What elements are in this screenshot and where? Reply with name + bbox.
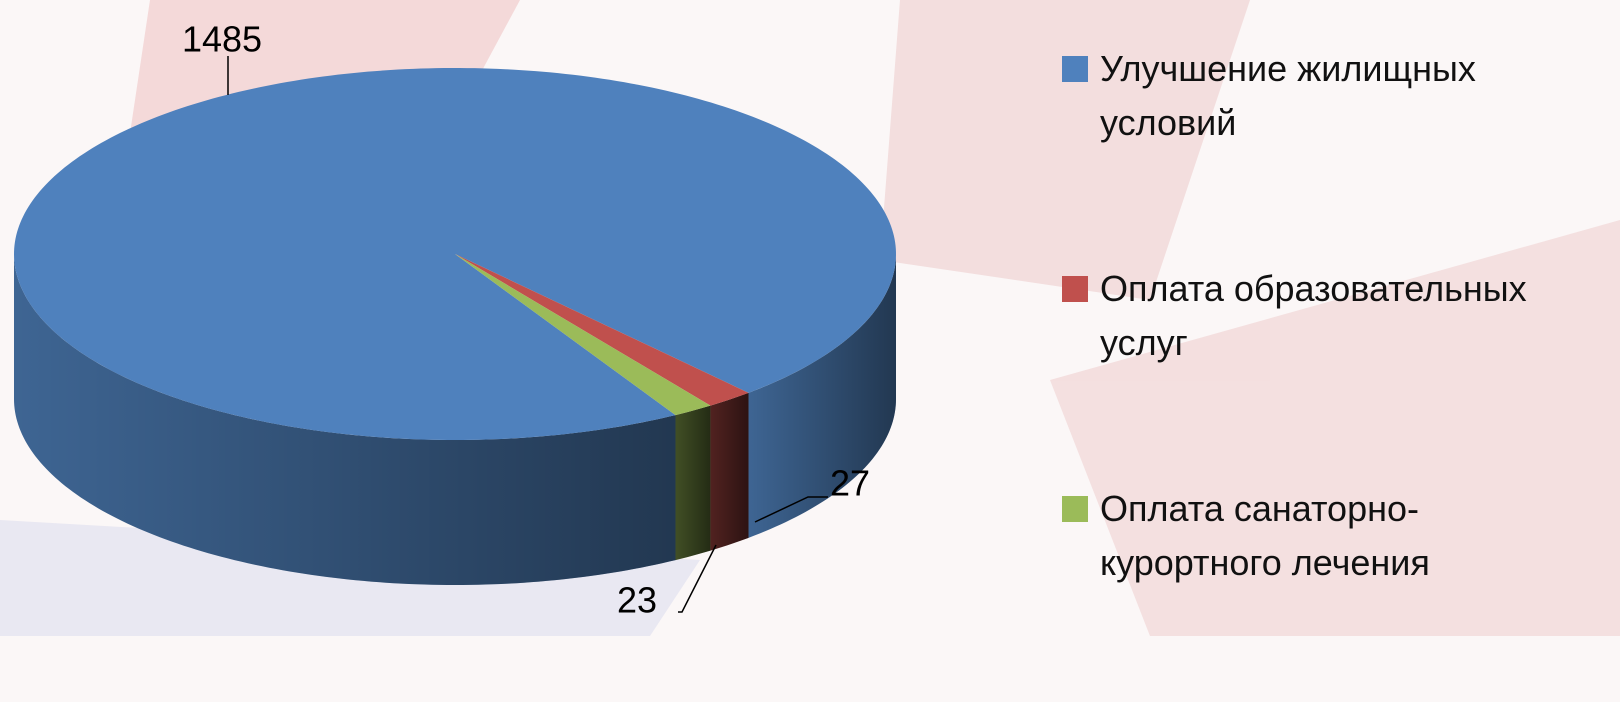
side-shading [14, 254, 676, 585]
legend-label: Улучшение жилищных условий [1100, 48, 1476, 143]
legend-item: Улучшение жилищных условий [1062, 42, 1612, 262]
slice [455, 254, 711, 416]
side-shading [675, 405, 711, 561]
data-label: 1485 [182, 19, 262, 60]
legend-item: Оплата санаторно-курортного лечения [1062, 482, 1612, 702]
legend: Улучшение жилищных условий Оплата образов… [1062, 42, 1612, 702]
data-label: 27 [830, 463, 870, 504]
slice [455, 254, 749, 406]
data-label: 23 [617, 580, 657, 621]
data-labels: 1485 27 23 [182, 19, 870, 621]
legend-label: Оплата образовательных услуг [1100, 268, 1527, 363]
pie [14, 68, 896, 585]
legend-swatch [1062, 56, 1088, 82]
slice [14, 68, 896, 440]
legend-item: Оплата образовательных услуг [1062, 262, 1612, 482]
chart: 1485 27 23 [0, 0, 1620, 636]
legend-swatch [1062, 276, 1088, 302]
page: 1485 27 23 Улучшение жилищных условий Оплат… [0, 0, 1620, 636]
legend-label: Оплата санаторно-курортного лечения [1100, 488, 1430, 583]
side-shading [748, 254, 896, 538]
leader-line [678, 544, 717, 613]
leader-line [754, 496, 828, 523]
legend-swatch [1062, 496, 1088, 522]
side-shading [710, 392, 749, 551]
